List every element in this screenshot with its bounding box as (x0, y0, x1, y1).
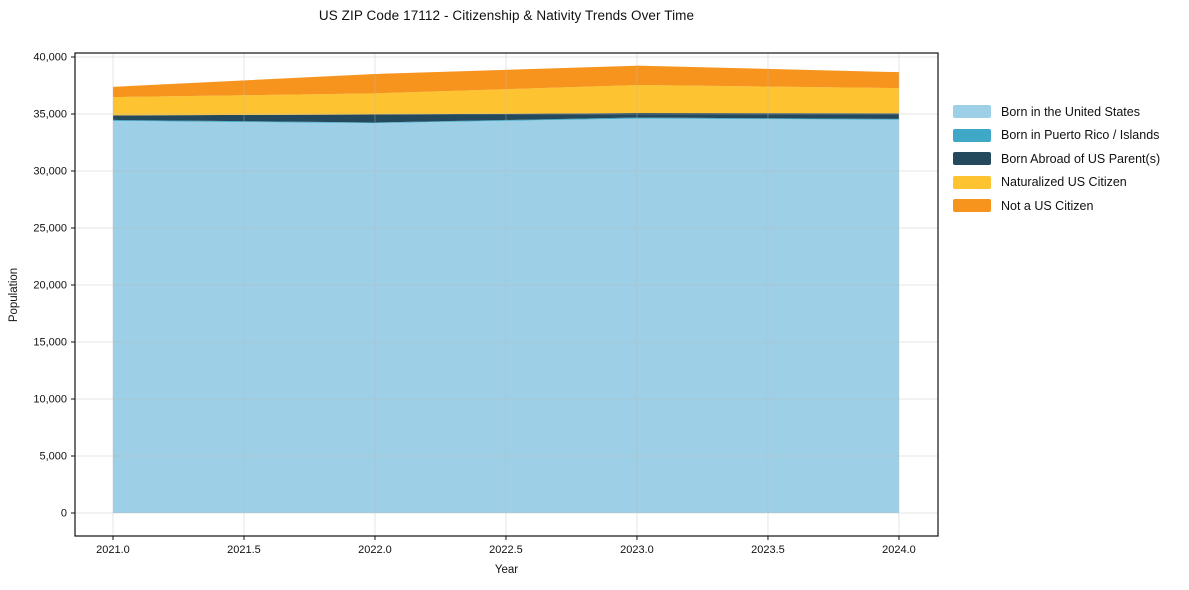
legend-swatch (953, 199, 991, 212)
y-tick-label: 5,000 (39, 451, 67, 463)
y-tick-label: 30,000 (33, 166, 67, 178)
legend: Born in the United States Born in Puerto … (953, 105, 1160, 223)
legend-label: Born in the United States (1001, 104, 1140, 119)
x-tick-label: 2022.5 (489, 544, 523, 556)
legend-label: Naturalized US Citizen (1001, 175, 1127, 189)
legend-item: Naturalized US Citizen (953, 175, 1160, 189)
x-tick-label: 2021.5 (227, 544, 261, 556)
x-tick-label: 2023.0 (620, 544, 654, 556)
legend-label: Born in Puerto Rico / Islands (1001, 128, 1160, 142)
legend-swatch (953, 128, 991, 142)
legend-swatch (953, 152, 991, 165)
x-tick-label: 2024.0 (882, 544, 916, 556)
legend-label: Born Abroad of US Parent(s) (1001, 151, 1161, 166)
y-tick-label: 35,000 (33, 109, 67, 121)
area-series-1 (112, 117, 899, 124)
x-tick-label: 2021.0 (96, 544, 130, 556)
area-series-2 (112, 112, 899, 123)
y-tick-label: 15,000 (33, 337, 67, 349)
chart-title: US ZIP Code 17112 - Citizenship & Nativi… (318, 8, 695, 23)
x-tick-label: 2022.0 (358, 544, 392, 556)
legend-label: Not a US Citizen (1001, 198, 1094, 213)
legend-swatch (953, 105, 991, 118)
area-series-4 (112, 65, 899, 98)
y-axis-label: Population (8, 267, 20, 323)
y-tick-label: 25,000 (33, 223, 67, 235)
area-series-3 (112, 85, 899, 116)
y-tick-label: 20,000 (33, 280, 67, 292)
legend-swatch (953, 175, 991, 189)
y-tick-label: 10,000 (33, 394, 67, 406)
legend-item: Born in Puerto Rico / Islands (953, 128, 1160, 142)
legend-item: Born Abroad of US Parent(s) (953, 151, 1161, 166)
plot-border (74, 52, 939, 537)
area-series-0 (112, 118, 899, 514)
legend-item: Born in the United States (953, 104, 1160, 119)
y-tick-label: 0 (61, 508, 67, 520)
y-tick-label: 40,000 (33, 52, 67, 64)
legend-item: Not a US Citizen (953, 198, 1160, 213)
x-tick-label: 2023.5 (751, 544, 785, 556)
x-axis-label: Year (494, 564, 519, 576)
